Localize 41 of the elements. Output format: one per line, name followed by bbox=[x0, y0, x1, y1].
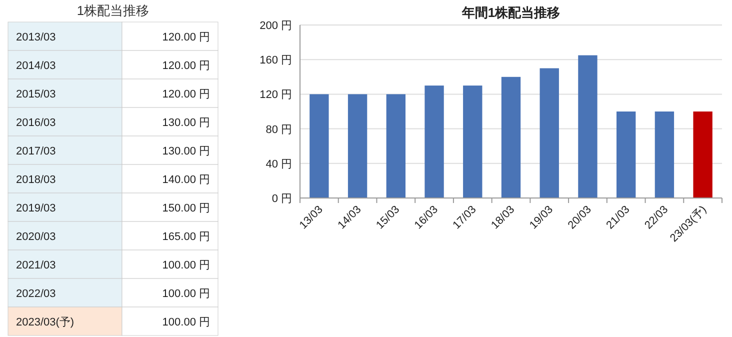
category-label: 2015/03 bbox=[16, 88, 56, 100]
bar bbox=[386, 94, 406, 198]
text: 120.00 円 bbox=[162, 31, 210, 44]
category-label: 2017/03 bbox=[16, 145, 56, 158]
category-label: 2018/03 bbox=[16, 174, 56, 186]
text: 150.00 円 bbox=[162, 202, 210, 214]
category-label: 2019/03 bbox=[16, 202, 56, 214]
bar bbox=[654, 112, 674, 198]
text: 130.00 円 bbox=[162, 145, 210, 158]
category-label: 2013/03 bbox=[16, 31, 56, 44]
chart-title: 年間1株配当推移 bbox=[460, 5, 560, 20]
bar bbox=[693, 112, 712, 198]
category-label: 2023/03(予) bbox=[16, 316, 74, 328]
category-label: 2016/03 bbox=[16, 116, 56, 129]
text: 140.00 円 bbox=[162, 174, 210, 186]
category-label: 2021/03 bbox=[16, 259, 56, 272]
y-tick-label: 80 円 bbox=[266, 124, 292, 136]
bar bbox=[424, 86, 444, 198]
text: 1株配当推移 bbox=[76, 3, 150, 18]
text: 130.00 円 bbox=[162, 116, 210, 129]
category-label: 2014/03 bbox=[16, 60, 56, 72]
y-tick-label: 0 円 bbox=[272, 193, 292, 205]
y-tick-label: 40 円 bbox=[266, 158, 292, 170]
text: 100.00 円 bbox=[162, 288, 210, 300]
y-tick-label: 160 円 bbox=[260, 54, 292, 67]
bar bbox=[540, 68, 559, 198]
bar bbox=[501, 76, 521, 198]
bar bbox=[348, 94, 368, 198]
category-label: 2020/03 bbox=[16, 230, 56, 243]
category-label: 2022/03 bbox=[16, 288, 56, 300]
text: 120.00 円 bbox=[162, 60, 210, 72]
text: 100.00 円 bbox=[162, 259, 210, 272]
y-tick-label: 200 円 bbox=[260, 20, 292, 32]
bar bbox=[616, 112, 636, 198]
text: 100.00 円 bbox=[162, 316, 210, 328]
y-tick-label: 120 円 bbox=[260, 89, 292, 102]
bar bbox=[578, 55, 598, 198]
text: 120.00 円 bbox=[162, 88, 210, 100]
bar bbox=[463, 86, 482, 198]
text: 165.00 円 bbox=[162, 230, 210, 243]
bar bbox=[310, 94, 329, 198]
